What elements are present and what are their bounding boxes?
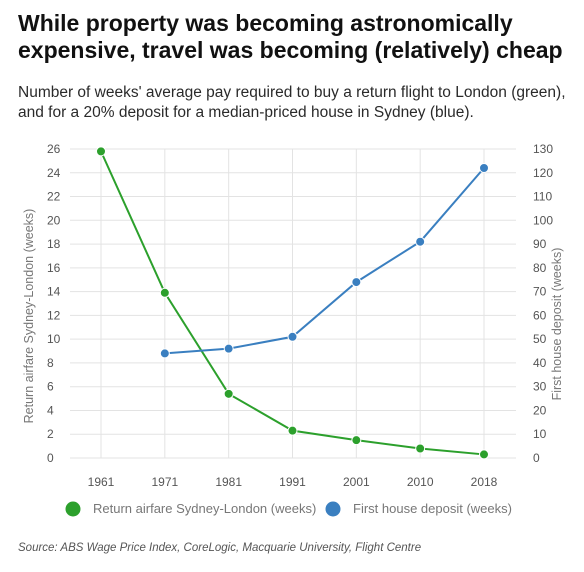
chart-title: While property was becoming astronomical…: [18, 10, 563, 63]
left-tick-label: 20: [47, 213, 61, 227]
series-point-1: [415, 443, 426, 454]
left-tick-label: 4: [47, 403, 54, 417]
right-tick-label: 0: [533, 451, 540, 465]
x-tick-label: 2018: [471, 475, 498, 489]
left-tick-label: 18: [47, 237, 61, 251]
left-tick-label: 24: [47, 166, 61, 180]
series-layer: [96, 146, 489, 460]
left-tick-label: 12: [47, 308, 61, 322]
legend-label-1: Return airfare Sydney-London (weeks): [93, 501, 316, 516]
right-tick-label: 60: [533, 308, 547, 322]
source-note: Source: ABS Wage Price Index, CoreLogic,…: [18, 542, 422, 554]
series-point-1: [479, 449, 489, 460]
left-tick-label: 2: [47, 427, 54, 441]
left-tick-label: 22: [47, 190, 61, 204]
left-tick-label: 0: [47, 451, 54, 465]
left-axis-label: Return airfare Sydney-London (weeks): [22, 209, 36, 424]
x-axis-ticks: 1961 1971 1981 1991 2001 2010 2018: [88, 475, 498, 489]
left-tick-label: 14: [47, 285, 61, 299]
x-tick-label: 1961: [88, 475, 115, 489]
right-axis-label: First house deposit (weeks): [550, 248, 564, 401]
legend-marker-1: [65, 501, 81, 517]
right-tick-label: 70: [533, 285, 547, 299]
series-point-1: [351, 435, 362, 446]
legend-marker-2: [325, 501, 341, 517]
series-point-1: [287, 425, 298, 436]
right-tick-label: 80: [533, 261, 547, 275]
series-point-2: [479, 163, 489, 174]
x-tick-label: 2001: [343, 475, 370, 489]
x-tick-label: 1991: [279, 475, 306, 489]
left-tick-label: 10: [47, 332, 61, 346]
series-point-1: [159, 287, 170, 298]
right-tick-label: 120: [533, 166, 553, 180]
right-tick-label: 40: [533, 356, 547, 370]
right-tick-label: 110: [533, 190, 552, 204]
series-point-2: [223, 343, 234, 354]
series-point-2: [415, 236, 426, 247]
right-tick-label: 20: [533, 403, 547, 417]
right-axis-ticks: 0 10 20 30 40 50 60 70 80 90 100 110 120 130: [533, 142, 553, 465]
right-tick-label: 30: [533, 380, 547, 394]
chart-subtitle: Number of weeks' average pay required to…: [18, 84, 566, 121]
left-tick-label: 26: [47, 142, 61, 156]
series-point-1: [96, 146, 106, 157]
x-tick-label: 1981: [215, 475, 242, 489]
series-point-2: [159, 348, 170, 359]
right-tick-label: 130: [533, 142, 553, 156]
right-tick-label: 90: [533, 237, 547, 251]
series-point-2: [287, 331, 298, 342]
series-point-1: [223, 388, 234, 399]
x-tick-label: 1971: [151, 475, 178, 489]
series-line-2: [164, 167, 485, 355]
left-tick-label: 6: [47, 380, 54, 394]
x-tick-label: 2010: [407, 475, 434, 489]
series-point-2: [351, 277, 362, 288]
legend: Return airfare Sydney-London (weeks) Firs…: [65, 501, 512, 517]
right-tick-label: 50: [533, 332, 547, 346]
left-tick-label: 16: [47, 261, 61, 275]
left-tick-label: 8: [47, 356, 54, 370]
right-tick-label: 10: [533, 427, 547, 441]
right-tick-label: 100: [533, 213, 553, 227]
gridlines: [70, 148, 516, 459]
legend-label-2: First house deposit (weeks): [353, 501, 512, 516]
